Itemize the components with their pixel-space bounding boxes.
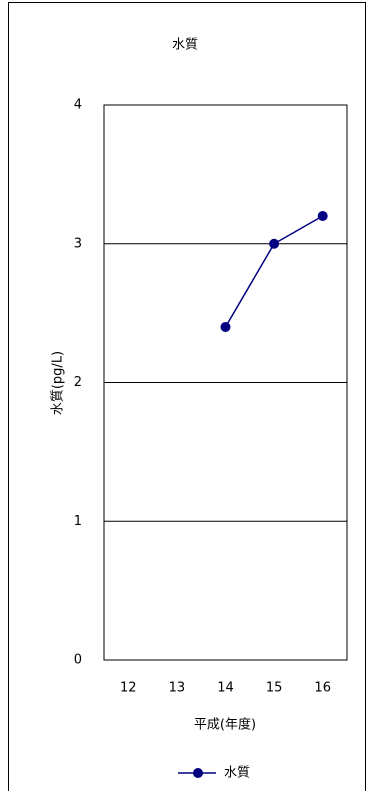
y-tick-label: 1 <box>74 514 82 529</box>
x-tick-label: 14 <box>217 681 234 696</box>
x-axis-label: 平成(年度) <box>194 717 256 733</box>
point <box>269 238 280 249</box>
y-tick-label: 4 <box>74 98 82 113</box>
x-tick-label: 16 <box>314 681 331 696</box>
y-axis-label: 水質(pg/L) <box>51 351 66 415</box>
point <box>317 211 328 221</box>
chart-title: 水質 <box>172 38 198 53</box>
x-tick-label: 13 <box>169 681 186 696</box>
legend-label: 水質 <box>224 766 250 781</box>
y-tick-label: 3 <box>74 236 82 251</box>
y-tick-label: 0 <box>74 653 82 668</box>
x-tick-label: 12 <box>120 681 137 696</box>
legend-marker <box>193 768 203 778</box>
y-tick-label: 2 <box>74 375 82 390</box>
frame <box>8 2 366 791</box>
x-tick-label: 15 <box>266 681 283 696</box>
point <box>220 322 231 332</box>
series-line <box>224 215 324 328</box>
